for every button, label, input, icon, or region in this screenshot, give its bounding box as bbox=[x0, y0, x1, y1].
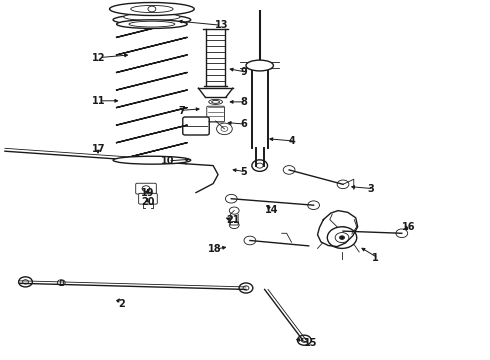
Text: 20: 20 bbox=[141, 197, 155, 207]
Text: 17: 17 bbox=[92, 144, 106, 154]
Ellipse shape bbox=[123, 13, 180, 21]
FancyBboxPatch shape bbox=[207, 106, 224, 122]
Text: 19: 19 bbox=[141, 188, 155, 198]
Circle shape bbox=[19, 277, 32, 287]
Circle shape bbox=[252, 160, 268, 171]
Circle shape bbox=[340, 236, 344, 239]
Circle shape bbox=[239, 283, 253, 293]
Circle shape bbox=[225, 194, 237, 203]
Circle shape bbox=[142, 186, 150, 192]
Text: 7: 7 bbox=[178, 105, 185, 116]
Text: 5: 5 bbox=[240, 167, 247, 177]
Circle shape bbox=[335, 233, 349, 243]
Text: 13: 13 bbox=[215, 20, 228, 30]
Ellipse shape bbox=[113, 15, 191, 25]
Circle shape bbox=[256, 163, 263, 168]
Text: 14: 14 bbox=[265, 204, 278, 215]
Text: 1: 1 bbox=[372, 253, 379, 263]
Circle shape bbox=[297, 335, 311, 345]
Text: 8: 8 bbox=[240, 97, 247, 107]
FancyBboxPatch shape bbox=[136, 183, 156, 194]
Circle shape bbox=[327, 227, 357, 248]
Circle shape bbox=[337, 227, 349, 235]
Ellipse shape bbox=[113, 156, 191, 164]
Circle shape bbox=[244, 236, 256, 245]
Circle shape bbox=[301, 338, 307, 342]
FancyBboxPatch shape bbox=[183, 117, 209, 135]
Circle shape bbox=[337, 180, 349, 189]
Circle shape bbox=[23, 280, 28, 284]
FancyBboxPatch shape bbox=[139, 193, 157, 204]
Text: 16: 16 bbox=[402, 222, 416, 232]
Circle shape bbox=[229, 221, 239, 229]
Text: 12: 12 bbox=[92, 53, 105, 63]
Text: 15: 15 bbox=[304, 338, 318, 348]
Text: 11: 11 bbox=[92, 96, 105, 106]
Circle shape bbox=[396, 229, 408, 238]
Ellipse shape bbox=[246, 60, 273, 71]
Circle shape bbox=[243, 286, 249, 290]
Circle shape bbox=[229, 207, 239, 214]
Circle shape bbox=[57, 280, 65, 285]
Text: 6: 6 bbox=[240, 119, 247, 129]
Ellipse shape bbox=[110, 3, 194, 15]
Ellipse shape bbox=[131, 5, 173, 13]
Text: 21: 21 bbox=[226, 215, 240, 225]
Circle shape bbox=[308, 201, 319, 210]
Circle shape bbox=[283, 166, 295, 174]
Circle shape bbox=[221, 126, 228, 131]
Circle shape bbox=[148, 6, 156, 12]
Ellipse shape bbox=[209, 99, 222, 104]
Text: 4: 4 bbox=[289, 136, 296, 146]
Text: 9: 9 bbox=[240, 67, 247, 77]
Text: 18: 18 bbox=[208, 244, 221, 254]
Text: 3: 3 bbox=[368, 184, 374, 194]
Ellipse shape bbox=[129, 21, 175, 27]
Text: 10: 10 bbox=[160, 156, 174, 166]
Ellipse shape bbox=[117, 20, 187, 28]
Circle shape bbox=[217, 123, 232, 135]
Ellipse shape bbox=[212, 100, 220, 103]
Text: 2: 2 bbox=[118, 299, 125, 309]
